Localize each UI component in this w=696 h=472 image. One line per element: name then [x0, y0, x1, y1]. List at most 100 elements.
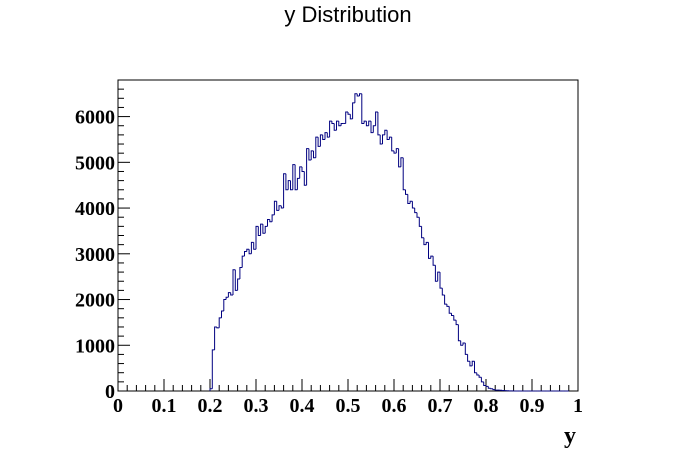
x-tick-label: 0.9: [520, 395, 545, 417]
histogram-bin: [359, 93, 362, 97]
histogram-bin: [432, 256, 436, 266]
histogram-bin: [416, 212, 420, 218]
histogram-bin: [273, 200, 277, 215]
histogram-bin: [363, 120, 367, 124]
plot-frame: [117, 79, 579, 392]
histogram-bin: [395, 148, 399, 154]
histogram-bin: [267, 218, 270, 227]
histogram-bin: [437, 271, 440, 282]
histogram-bin: [448, 306, 452, 314]
histogram-bin: [287, 180, 291, 190]
x-axis: 0 0.1 0.2 0.3 0.4 0.5 0.6 0.7 0.8 0.9 1: [113, 379, 583, 417]
histogram-bin: [356, 93, 360, 97]
histogram-bin: [451, 313, 454, 317]
histogram-bin: [216, 326, 220, 329]
histogram-bin: [271, 214, 275, 222]
histogram-bin: [372, 125, 376, 133]
histogram-bin: [384, 129, 388, 135]
histogram-bin: [239, 267, 243, 279]
histogram-bin: [221, 310, 224, 318]
histogram-bin: [329, 120, 332, 138]
histogram-bin: [244, 251, 247, 257]
histogram-bin: [285, 173, 289, 191]
histogram-bin: [462, 342, 466, 346]
histogram-bin: [453, 315, 457, 321]
x-tick-label: 0.2: [198, 395, 223, 417]
histogram-bin: [434, 265, 438, 282]
histogram-bin: [237, 278, 240, 291]
histogram-bin: [393, 150, 397, 154]
histogram-bin: [469, 361, 473, 367]
histogram-bin: [292, 164, 296, 190]
histogram-bin: [411, 201, 415, 209]
histogram-bin: [352, 102, 355, 119]
histogram-bin: [211, 349, 215, 389]
histogram-bin: [409, 200, 413, 204]
histogram-bin: [480, 377, 484, 383]
histogram-bin: [386, 130, 390, 140]
histogram-bin: [214, 326, 217, 350]
histogram-bin: [377, 112, 381, 136]
histogram-bin: [283, 173, 286, 209]
histogram-bin: [230, 292, 233, 296]
histogram-bin: [361, 93, 365, 124]
histogram-bin: [264, 225, 268, 234]
histogram-bin: [278, 205, 282, 211]
histogram-bin: [349, 114, 353, 120]
histogram-bin: [257, 226, 261, 236]
histogram-bin: [425, 241, 429, 245]
y-tick-label: 4000: [75, 198, 115, 220]
histogram-bin: [296, 177, 300, 190]
histogram-bin: [423, 237, 427, 246]
histogram-bin: [460, 340, 463, 346]
histogram-bin: [319, 134, 323, 147]
histogram-bin: [338, 121, 342, 127]
histogram-bin: [464, 342, 468, 355]
histogram-bin: [225, 296, 229, 300]
histogram-bin: [457, 324, 461, 342]
y-axis: 0 1000 2000 3000 4000 5000 6000: [75, 79, 130, 403]
histogram-bin: [280, 205, 284, 209]
histogram-bin: [421, 226, 424, 239]
histogram-bin: [446, 304, 450, 307]
histogram-bin: [439, 272, 443, 289]
histogram-bin: [306, 148, 309, 186]
histogram-bin: [324, 132, 328, 140]
histogram-bin: [414, 208, 417, 214]
x-tick-label: 0.7: [428, 395, 453, 417]
histogram-bin: [354, 93, 358, 103]
histogram-bin: [476, 372, 480, 376]
x-axis-title: y: [564, 423, 576, 449]
histogram-bin: [485, 385, 489, 387]
histogram-bin: [467, 354, 470, 362]
histogram-bin: [441, 288, 445, 296]
histogram-bin: [232, 269, 236, 295]
histogram-bin: [255, 225, 259, 250]
y-tick-label: 2000: [75, 290, 115, 312]
histogram-bin: [347, 112, 351, 115]
x-tick-label: 0.1: [152, 395, 177, 417]
histogram-bin: [246, 248, 250, 252]
histogram-bin: [471, 360, 475, 366]
histogram-bin: [478, 374, 482, 378]
histogram-bins: [210, 93, 569, 392]
histogram-bin: [492, 388, 496, 391]
histogram-bin: [400, 157, 404, 167]
histogram-bin: [308, 148, 312, 161]
x-tick-label: 0.6: [382, 395, 407, 417]
histogram-bin: [487, 386, 491, 389]
histogram-bin: [234, 269, 238, 291]
y-tick-label: 3000: [75, 244, 115, 266]
histogram-bin: [313, 150, 316, 159]
histogram-bin: [388, 136, 392, 140]
histogram-bin: [402, 157, 406, 191]
y-tick-label: 5000: [75, 152, 115, 174]
histogram-bin: [299, 166, 302, 179]
histogram-bin: [428, 242, 431, 259]
histogram-bin: [474, 361, 477, 374]
x-tick-label: 1: [573, 395, 583, 417]
x-tick-label: 0.4: [290, 395, 315, 417]
y-tick-label: 6000: [75, 107, 115, 129]
histogram-bin: [391, 137, 394, 152]
